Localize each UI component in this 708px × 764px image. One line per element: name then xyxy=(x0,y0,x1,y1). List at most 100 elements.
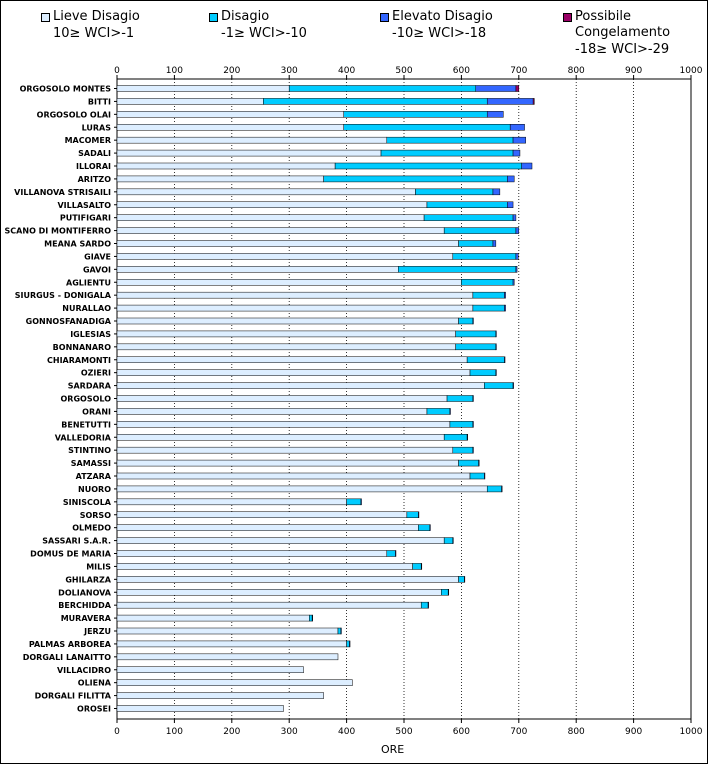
x-tick-label-bottom: 600 xyxy=(453,727,470,737)
bar-segment xyxy=(495,330,497,338)
category-label: DORGALI FILITTA xyxy=(35,692,112,701)
bar-segment xyxy=(116,446,454,454)
category-label: NURALLAO xyxy=(62,304,111,313)
bar-segment xyxy=(116,472,471,480)
category-label: ORGOSOLO xyxy=(60,395,111,404)
bar-segment xyxy=(472,421,474,428)
x-tick-label-top: 700 xyxy=(510,66,527,76)
category-label: ATZARA xyxy=(76,472,112,481)
bar-segment xyxy=(443,537,454,544)
bar-segment xyxy=(116,524,419,531)
bar-segment xyxy=(337,627,342,635)
x-tick-label-bottom: 1000 xyxy=(680,727,703,737)
category-label: VILLACIDRO xyxy=(57,666,111,675)
bar-segment xyxy=(288,85,477,92)
legend-range-congelamento: -18≥ WCI>-29 xyxy=(575,42,670,57)
bar-segment xyxy=(475,85,517,92)
x-tick-label-top: 200 xyxy=(223,66,240,76)
category-label: BITTI xyxy=(88,97,111,106)
bar-segment xyxy=(116,589,442,596)
category-label: STINTINO xyxy=(68,446,111,455)
bar-segment xyxy=(452,253,517,260)
x-tick-label-bottom: 400 xyxy=(338,727,355,737)
category-label: ILLORAI xyxy=(76,162,111,171)
bar-segment xyxy=(495,369,497,376)
bar-segment xyxy=(504,291,506,299)
x-tick-label-top: 300 xyxy=(281,66,298,76)
category-label: DOMUS DE MARIA xyxy=(30,550,112,559)
bar-segment xyxy=(360,498,362,506)
bar-segment xyxy=(263,98,488,105)
bar-segment xyxy=(504,356,506,363)
bar-segment xyxy=(466,434,468,441)
bar-segment xyxy=(466,356,505,363)
category-label: PALMAS ARBOREA xyxy=(29,640,112,649)
category-label: VILLASALTO xyxy=(57,201,111,210)
category-label: ORGOSOLO MONTES xyxy=(20,85,112,94)
bar-segment xyxy=(423,214,514,221)
bar-segment xyxy=(427,601,429,609)
bar-segment xyxy=(472,291,505,299)
bar-segment xyxy=(340,627,342,635)
legend-item-congelamento: Possibile Congelamento -18≥ WCI>-29 xyxy=(563,9,693,89)
category-label: OLMEDO xyxy=(72,524,111,533)
bar-segment xyxy=(334,162,522,170)
bar-segment xyxy=(486,111,504,118)
bar-segment xyxy=(412,563,422,570)
bar-segment xyxy=(484,382,514,389)
bar-segment xyxy=(386,550,396,557)
x-tick-label-top: 0 xyxy=(114,66,120,76)
bar-segment xyxy=(311,614,313,622)
bar-segment xyxy=(116,459,459,467)
bar-segment xyxy=(116,356,468,363)
bar-segment xyxy=(512,136,526,144)
bar-segment xyxy=(116,136,388,144)
bar-segment xyxy=(512,214,517,221)
bar-segment xyxy=(116,679,353,686)
bar-segment xyxy=(449,421,474,428)
legend-swatch-congelamento xyxy=(563,13,572,22)
bar-segment xyxy=(343,111,488,118)
category-label: IGLESIAS xyxy=(70,330,111,339)
bar-segment xyxy=(426,201,508,208)
bar-segment xyxy=(472,446,474,454)
category-label: GONNOSFANADIGA xyxy=(26,317,112,326)
category-label: SAMASSI xyxy=(71,459,111,468)
bar-segment xyxy=(116,640,347,648)
bar-segment xyxy=(116,162,336,170)
category-label: SORSO xyxy=(80,511,111,520)
bar-segment xyxy=(406,511,419,518)
x-tick-label-bottom: 300 xyxy=(281,727,298,737)
category-label: JERZU xyxy=(83,627,111,636)
category-label: BENETUTTI xyxy=(61,420,111,429)
bar-segment xyxy=(455,330,497,338)
bar-segment xyxy=(512,279,515,286)
category-label: ORANI xyxy=(82,407,111,416)
category-label: LURAS xyxy=(82,123,112,132)
bar-segment xyxy=(116,498,347,506)
bar-segment xyxy=(380,149,514,157)
bar-segment xyxy=(116,576,459,583)
category-label: MACOMER xyxy=(65,136,111,145)
bar-segment xyxy=(116,304,474,312)
bar-segment xyxy=(441,589,449,596)
bar-segment xyxy=(443,434,468,441)
x-tick-label-top: 100 xyxy=(166,66,183,76)
category-label: DOLIANOVA xyxy=(58,588,112,597)
bar-segment xyxy=(398,266,517,273)
category-label: CHIARAMONTI xyxy=(47,356,111,365)
x-tick-label-bottom: 100 xyxy=(166,727,183,737)
x-tick-label-top: 900 xyxy=(625,66,642,76)
category-label: SARDARA xyxy=(68,382,112,391)
x-tick-label-top: 500 xyxy=(395,66,412,76)
bar-segment xyxy=(429,524,431,531)
legend-label-lieve: Lieve Disagio xyxy=(53,9,140,24)
category-label: OLIENA xyxy=(78,679,112,688)
bar-segment xyxy=(501,485,503,493)
bar-segment xyxy=(484,472,486,480)
bar-segment xyxy=(458,576,465,583)
bar-segment xyxy=(458,317,474,325)
x-tick-label-top: 800 xyxy=(568,66,585,76)
bar-segment xyxy=(447,589,450,596)
